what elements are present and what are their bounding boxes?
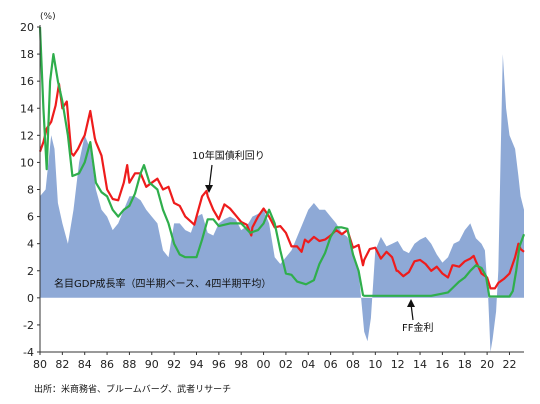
y-tick-label: -2 bbox=[23, 319, 34, 332]
gdp-annotation: 名目GDP成長率（四半期ベース、4四半期平均） bbox=[54, 277, 271, 290]
y-tick-label: 14 bbox=[20, 102, 34, 115]
x-tick-label: 16 bbox=[435, 358, 449, 371]
x-tick-label: 18 bbox=[458, 358, 472, 371]
x-tick-label: 10 bbox=[368, 358, 382, 371]
gdp-area-series bbox=[40, 54, 524, 352]
y-tick-label: 10 bbox=[20, 156, 34, 169]
y-tick-label: 0 bbox=[27, 292, 34, 305]
lines-layer bbox=[38, 26, 526, 298]
x-tick-label: 90 bbox=[145, 358, 159, 371]
x-tick-label: 96 bbox=[212, 358, 226, 371]
axes-layer bbox=[39, 25, 524, 353]
x-tick-label: 86 bbox=[100, 358, 114, 371]
x-tick-label: 84 bbox=[78, 358, 92, 371]
x-tick-label: 02 bbox=[279, 358, 293, 371]
x-tick-label: 08 bbox=[346, 358, 360, 371]
x-tick-label: 82 bbox=[55, 358, 69, 371]
x-tick-label: 12 bbox=[391, 358, 405, 371]
ff-annotation: FF金利 bbox=[402, 321, 434, 334]
x-tick-label: 92 bbox=[167, 358, 181, 371]
x-tick-labels: 80 82 84 86 88 90 92 94 96 98 00 02 04 06 08 10 12 14 16 18… bbox=[33, 352, 516, 371]
y-unit-label: (%) bbox=[40, 12, 56, 22]
y-tick-label: 4 bbox=[27, 238, 34, 251]
gdp-area-layer bbox=[40, 54, 524, 352]
y-tick-label: 20 bbox=[20, 21, 34, 34]
x-tick-label: 14 bbox=[413, 358, 427, 371]
y-tick-label: 18 bbox=[20, 48, 34, 61]
ff-rate-line bbox=[38, 26, 526, 298]
y-tick-label: 8 bbox=[27, 184, 34, 197]
yield-10y-line bbox=[38, 82, 525, 290]
x-tick-label: 98 bbox=[234, 358, 248, 371]
source-note: 出所：米商務省、ブルームバーグ、武者リサーチ bbox=[34, 383, 231, 395]
yield-annotation: 10年国債利回り bbox=[192, 149, 265, 162]
ff-annotation-arrowhead bbox=[407, 299, 415, 307]
y-tick-label: 6 bbox=[27, 211, 34, 224]
x-tick-label: 94 bbox=[189, 358, 203, 371]
x-tick-label: 22 bbox=[502, 358, 516, 371]
x-tick-label: 04 bbox=[301, 358, 315, 371]
y-tick-label: 2 bbox=[27, 265, 34, 278]
x-tick-label: 88 bbox=[122, 358, 136, 371]
x-tick-label: 80 bbox=[33, 358, 47, 371]
y-tick-label: 12 bbox=[20, 129, 34, 142]
y-tick-label: -4 bbox=[23, 346, 34, 359]
y-tick-label: 16 bbox=[20, 75, 34, 88]
x-tick-label: 00 bbox=[257, 358, 271, 371]
x-tick-label: 06 bbox=[324, 358, 338, 371]
yield-annotation-arrowhead bbox=[205, 185, 213, 193]
y-tick-labels: -4 -2 0 2 4 6 8 10 12 14 16 18 20 bbox=[20, 21, 40, 359]
x-tick-label: 20 bbox=[480, 358, 494, 371]
